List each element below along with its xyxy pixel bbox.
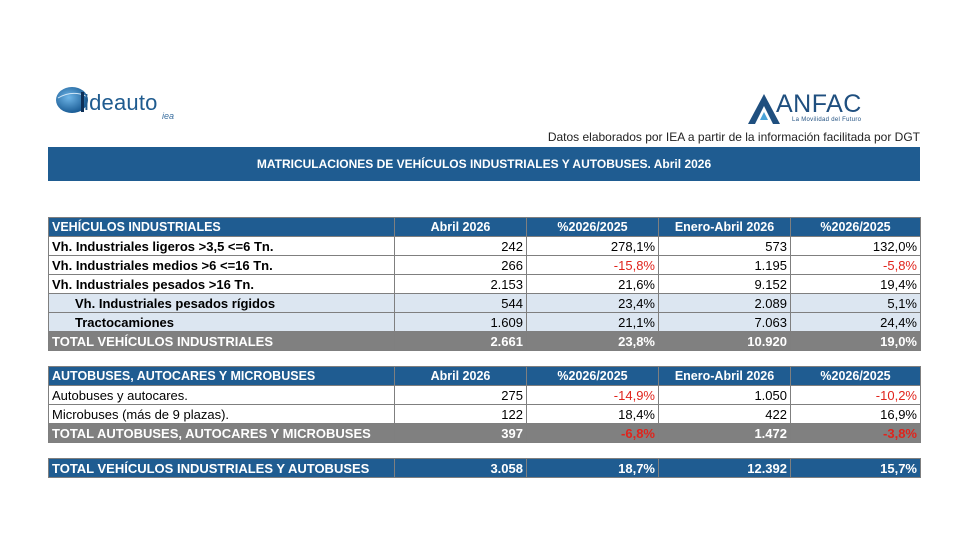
anfac-wordmark: ANFAC [776,90,862,118]
value-cell: 23,4% [526,293,659,313]
report-title: MATRICULACIONES DE VEHÍCULOS INDUSTRIALE… [48,147,920,181]
total-value: 1.472 [658,423,791,443]
grand-total-value: 15,7% [790,458,921,478]
value-cell: 122 [394,404,527,424]
value-cell: -15,8% [526,255,659,275]
grand-total-value: 18,7% [526,458,659,478]
table-subrow: Vh. Industriales pesados rígidos 544 23,… [48,293,921,313]
header-cell: Abril 2026 [394,366,527,386]
table-row: Vh. Industriales ligeros >3,5 <=6 Tn. 24… [48,236,921,256]
row-label: Vh. Industriales medios >6 <=16 Tn. [48,255,395,275]
total-row: TOTAL AUTOBUSES, AUTOCARES Y MICROBUSES … [48,423,921,443]
value-cell: 1.195 [658,255,791,275]
total-label: TOTAL AUTOBUSES, AUTOCARES Y MICROBUSES [48,423,395,443]
total-value: 2.661 [394,331,527,351]
total-value: 10.920 [658,331,791,351]
value-cell: 132,0% [790,236,921,256]
value-cell: 16,9% [790,404,921,424]
value-cell: 21,6% [526,274,659,294]
value-cell: 18,4% [526,404,659,424]
value-cell: 5,1% [790,293,921,313]
value-cell: -10,2% [790,385,921,405]
table-row: Autobuses y autocares. 275 -14,9% 1.050 … [48,385,921,405]
value-cell: 1.050 [658,385,791,405]
header-cell: VEHÍCULOS INDUSTRIALES [48,217,395,237]
grand-total-row: TOTAL VEHÍCULOS INDUSTRIALES Y AUTOBUSES… [48,458,921,478]
header-cell: Enero-Abril 2026 [658,366,791,386]
value-cell: 21,1% [526,312,659,332]
total-value: -6,8% [526,423,659,443]
grand-total-value: 3.058 [394,458,527,478]
grand-total-label: TOTAL VEHÍCULOS INDUSTRIALES Y AUTOBUSES [48,458,395,478]
total-row: TOTAL VEHÍCULOS INDUSTRIALES 2.661 23,8%… [48,331,921,351]
table-subrow: Tractocamiones 1.609 21,1% 7.063 24,4% [48,312,921,332]
header-cell: Enero-Abril 2026 [658,217,791,237]
value-cell: 2.153 [394,274,527,294]
header-cell: %2026/2025 [526,366,659,386]
value-cell: 9.152 [658,274,791,294]
anfac-logo: ANFAC La Movilidad del Futuro [746,90,896,132]
source-note: Datos elaborados por IEA a partir de la … [547,130,920,144]
table-header-row: AUTOBUSES, AUTOCARES Y MICROBUSES Abril … [48,366,921,386]
value-cell: 266 [394,255,527,275]
row-label: Microbuses (más de 9 plazas). [48,404,395,424]
row-label: Tractocamiones [48,312,395,332]
value-cell: 24,4% [790,312,921,332]
grand-total-table: TOTAL VEHÍCULOS INDUSTRIALES Y AUTOBUSES… [48,458,921,478]
table-row: Vh. Industriales pesados >16 Tn. 2.153 2… [48,274,921,294]
header-cell: AUTOBUSES, AUTOCARES Y MICROBUSES [48,366,395,386]
value-cell: 1.609 [394,312,527,332]
row-label: Vh. Industriales ligeros >3,5 <=6 Tn. [48,236,395,256]
value-cell: 278,1% [526,236,659,256]
value-cell: -14,9% [526,385,659,405]
ideauto-globe-icon [56,87,88,113]
industrial-vehicles-table: VEHÍCULOS INDUSTRIALES Abril 2026 %2026/… [48,217,921,351]
header-cell: %2026/2025 [790,366,921,386]
iea-wordmark: iea [162,111,175,121]
value-cell: 242 [394,236,527,256]
total-value: 19,0% [790,331,921,351]
table-row: Vh. Industriales medios >6 <=16 Tn. 266 … [48,255,921,275]
value-cell: 19,4% [790,274,921,294]
buses-table: AUTOBUSES, AUTOCARES Y MICROBUSES Abril … [48,366,921,443]
header-cell: %2026/2025 [790,217,921,237]
row-label: Vh. Industriales pesados >16 Tn. [48,274,395,294]
value-cell: 544 [394,293,527,313]
total-value: -3,8% [790,423,921,443]
ideauto-wordmark: ideauto [84,90,158,115]
anfac-triangle-icon [748,94,780,124]
total-value: 23,8% [526,331,659,351]
value-cell: 275 [394,385,527,405]
header-cell: Abril 2026 [394,217,527,237]
value-cell: 7.063 [658,312,791,332]
header-cell: %2026/2025 [526,217,659,237]
total-label: TOTAL VEHÍCULOS INDUSTRIALES [48,331,395,351]
value-cell: -5,8% [790,255,921,275]
ideauto-logo: ideauto iea [54,84,194,128]
table-header-row: VEHÍCULOS INDUSTRIALES Abril 2026 %2026/… [48,217,921,237]
anfac-tagline: La Movilidad del Futuro [792,117,862,123]
row-label: Autobuses y autocares. [48,385,395,405]
table-row: Microbuses (más de 9 plazas). 122 18,4% … [48,404,921,424]
row-label: Vh. Industriales pesados rígidos [48,293,395,313]
report-title-text: MATRICULACIONES DE VEHÍCULOS INDUSTRIALE… [256,157,712,171]
value-cell: 573 [658,236,791,256]
grand-total-value: 12.392 [658,458,791,478]
total-value: 397 [394,423,527,443]
value-cell: 2.089 [658,293,791,313]
value-cell: 422 [658,404,791,424]
